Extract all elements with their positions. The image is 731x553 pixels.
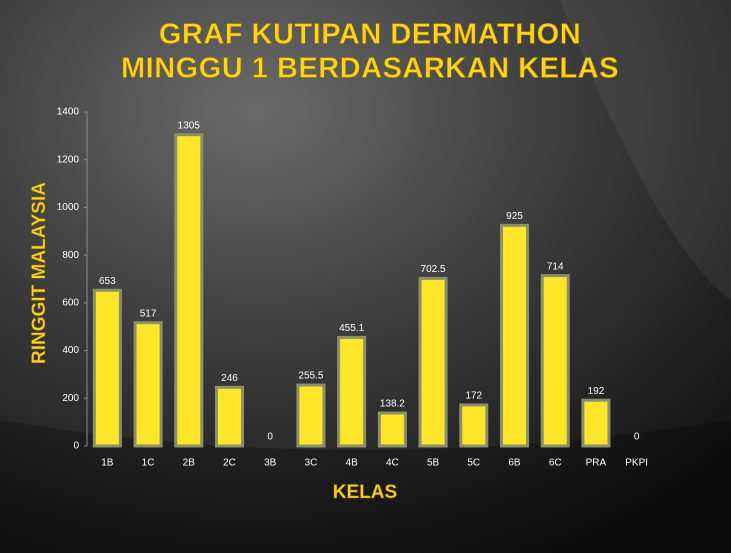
x-tick-label: 4C: [386, 458, 399, 469]
chart-subtitle: MINGGU 1 BERDASARKAN KELAS: [121, 53, 619, 85]
x-tick-label: 1B: [101, 458, 114, 469]
x-tick-label: 5C: [467, 458, 480, 469]
value-label: 192: [588, 386, 605, 397]
value-label: 714: [547, 261, 564, 272]
bar: [296, 383, 326, 448]
x-tick-label: 5B: [427, 458, 440, 469]
value-label: 138.2: [380, 399, 405, 410]
bar: [133, 321, 163, 448]
y-tick-label: 0: [73, 441, 79, 452]
y-axis-title: RINGGIT MALAYSIA: [29, 182, 50, 364]
y-tick-label: 1200: [57, 154, 80, 165]
y-tick-label: 1000: [57, 202, 80, 213]
bar: [540, 274, 570, 448]
x-axis-title: KELAS: [333, 482, 397, 503]
bar: [581, 398, 611, 448]
y-tick-label: 200: [62, 393, 79, 404]
x-tick-label: 6B: [508, 458, 521, 469]
x-tick-label: 2C: [223, 458, 236, 469]
bar: [377, 411, 407, 448]
y-tick-label: 800: [62, 250, 79, 261]
bar: [174, 133, 204, 448]
y-tick-label: 1400: [57, 107, 80, 118]
value-label: 246: [221, 373, 238, 384]
value-label: 172: [465, 391, 482, 402]
decoration: [560, 0, 731, 300]
value-label: 455.1: [339, 323, 364, 334]
x-tick-label: PRA: [586, 458, 607, 469]
bar: [337, 335, 367, 448]
value-label: 255.5: [298, 371, 323, 382]
x-tick-label: 6C: [549, 458, 562, 469]
value-label: 1305: [178, 120, 201, 131]
x-tick-label: PKPI: [625, 458, 648, 469]
value-label: 517: [140, 308, 157, 319]
x-tick-label: 1C: [142, 458, 155, 469]
bar: [499, 223, 530, 448]
chart-title: GRAF KUTIPAN DERMATHON: [159, 19, 581, 51]
value-label: 702.5: [421, 264, 446, 275]
value-label: 0: [267, 432, 273, 443]
decoration: [0, 420, 731, 553]
bar: [92, 288, 122, 448]
y-tick-label: 400: [62, 345, 79, 356]
x-tick-label: 3C: [305, 458, 318, 469]
bar: [214, 385, 245, 448]
bar: [418, 276, 448, 448]
x-tick-label: 2B: [183, 458, 196, 469]
value-label: 0: [634, 432, 640, 443]
x-tick-label: 3B: [264, 458, 277, 469]
y-tick-label: 600: [62, 297, 79, 308]
value-label: 925: [506, 211, 523, 222]
x-tick-label: 4B: [346, 458, 359, 469]
value-label: 653: [99, 276, 116, 287]
bar: [459, 403, 489, 448]
